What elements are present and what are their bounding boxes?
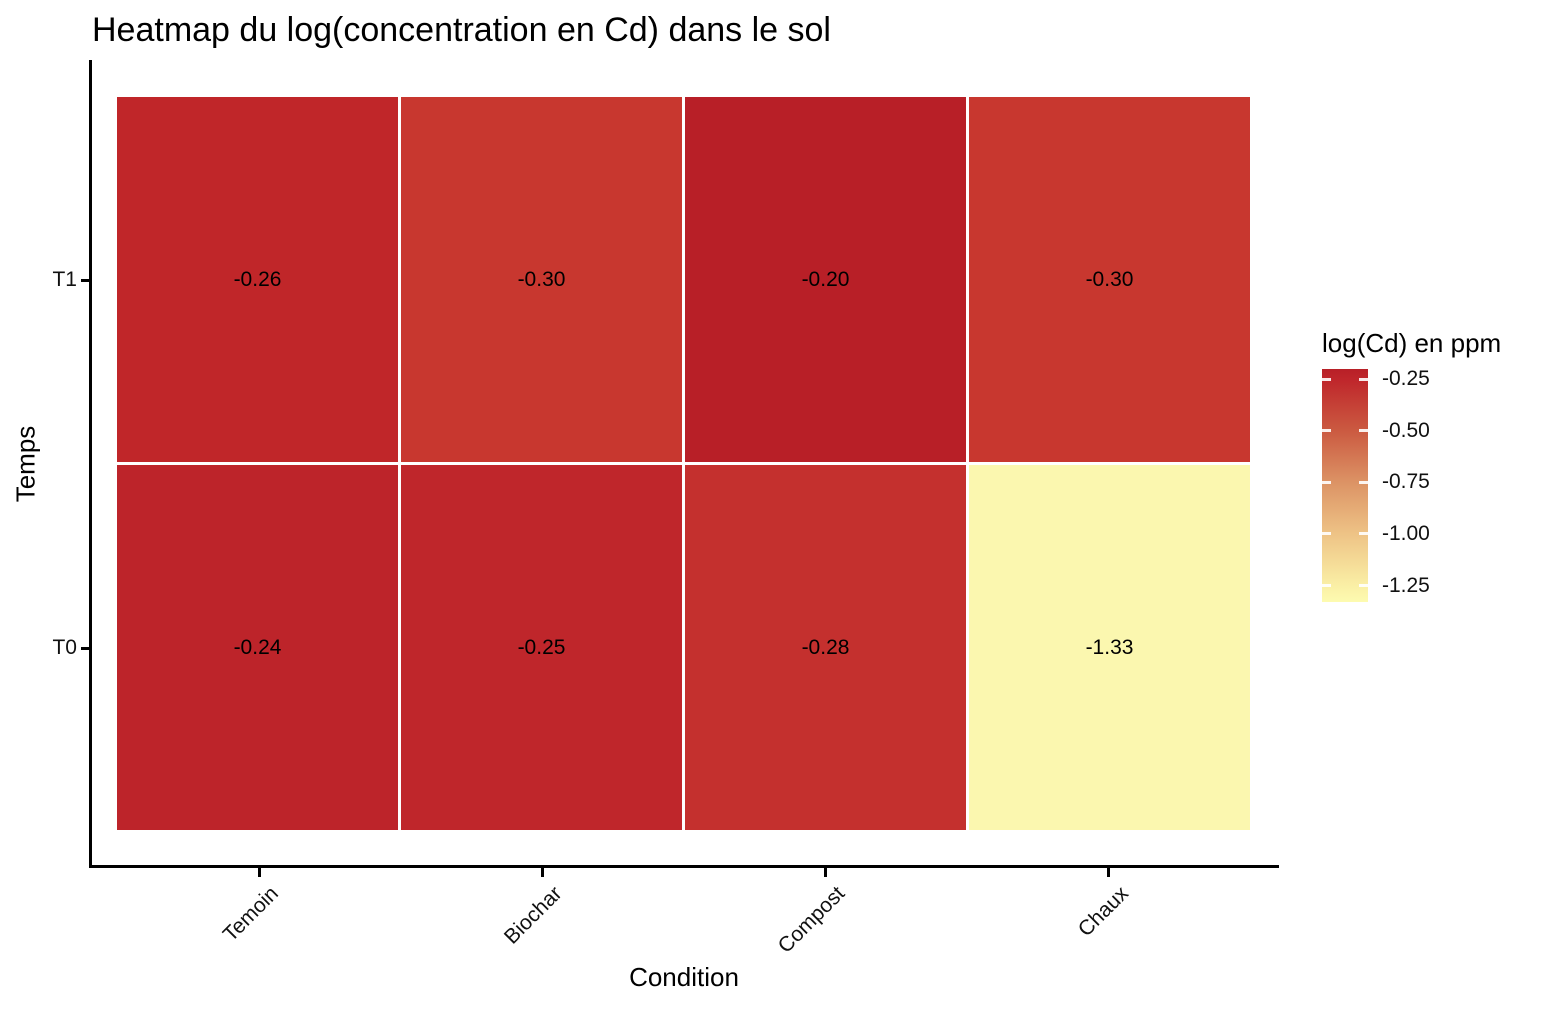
legend-title: log(Cd) en ppm (1322, 328, 1502, 358)
cell-value-label: -0.20 (801, 267, 850, 291)
heatmap-cell-t1-temoin: -0.26 (117, 97, 398, 462)
legend-tick-dash (1322, 429, 1331, 433)
cell-value-label: -0.26 (233, 267, 282, 291)
cell-value-label: -0.30 (517, 267, 566, 291)
x-tick (540, 868, 544, 877)
x-category-label-temoin: Temoin (218, 882, 283, 947)
x-category-label-biochar: Biochar (499, 882, 567, 949)
y-tick (81, 279, 90, 282)
x-category-label-compost: Compost (773, 882, 850, 958)
heatmap-cell-t1-biochar: -0.30 (401, 97, 682, 462)
heatmap-grid: -0.26 -0.30 -0.20 -0.30 -0.24 -0.25 -0.28 -1.33 (117, 97, 1250, 830)
x-tick (824, 868, 828, 877)
legend-tick-dash (1322, 584, 1331, 587)
x-tick (257, 868, 261, 877)
legend-tick-dash (1322, 480, 1331, 484)
heatmap-cell-t1-chaux: -0.30 (969, 97, 1250, 462)
y-category-label-t1: T1 (52, 268, 77, 291)
legend-tick-label: -0.50 (1382, 418, 1430, 442)
legend-colorbar (1322, 369, 1368, 602)
legend-tick-dash (1359, 480, 1368, 484)
x-axis-title: Condition (629, 962, 739, 992)
x-tick (1107, 868, 1111, 877)
y-axis-line (89, 60, 92, 868)
cell-value-label: -0.24 (233, 635, 282, 659)
legend-tick-dash (1359, 377, 1368, 381)
y-tick (81, 647, 90, 650)
x-category-label-chaux: Chaux (1073, 882, 1133, 942)
legend-tick-label: -1.00 (1382, 521, 1430, 545)
cell-value-label: -1.33 (1085, 635, 1134, 659)
x-axis-line (89, 865, 1279, 868)
legend-tick-label: -0.75 (1382, 470, 1430, 494)
cell-value-label: -0.30 (1085, 267, 1134, 291)
heatmap-cell-t0-temoin: -0.24 (117, 465, 398, 830)
legend-tick-dash (1359, 584, 1368, 587)
heatmap-cell-t0-compost: -0.28 (685, 465, 966, 830)
heatmap-cell-t0-biochar: -0.25 (401, 465, 682, 830)
cell-value-label: -0.25 (517, 635, 566, 659)
legend-tick-dash (1322, 532, 1331, 536)
legend-tick-label: -0.25 (1382, 367, 1430, 391)
legend-tick-dash (1359, 532, 1368, 536)
y-category-label-t0: T0 (52, 636, 77, 659)
heatmap-cell-t1-compost: -0.20 (685, 97, 966, 462)
y-axis-title: Temps (10, 425, 41, 503)
cell-value-label: -0.28 (801, 635, 850, 659)
legend-tick-dash (1359, 429, 1368, 433)
chart-title: Heatmap du log(concentration en Cd) dans… (92, 11, 831, 49)
legend-tick-label: -1.25 (1382, 573, 1430, 597)
heatmap-cell-t0-chaux: -1.33 (969, 465, 1250, 830)
legend-tick-dash (1322, 377, 1331, 381)
